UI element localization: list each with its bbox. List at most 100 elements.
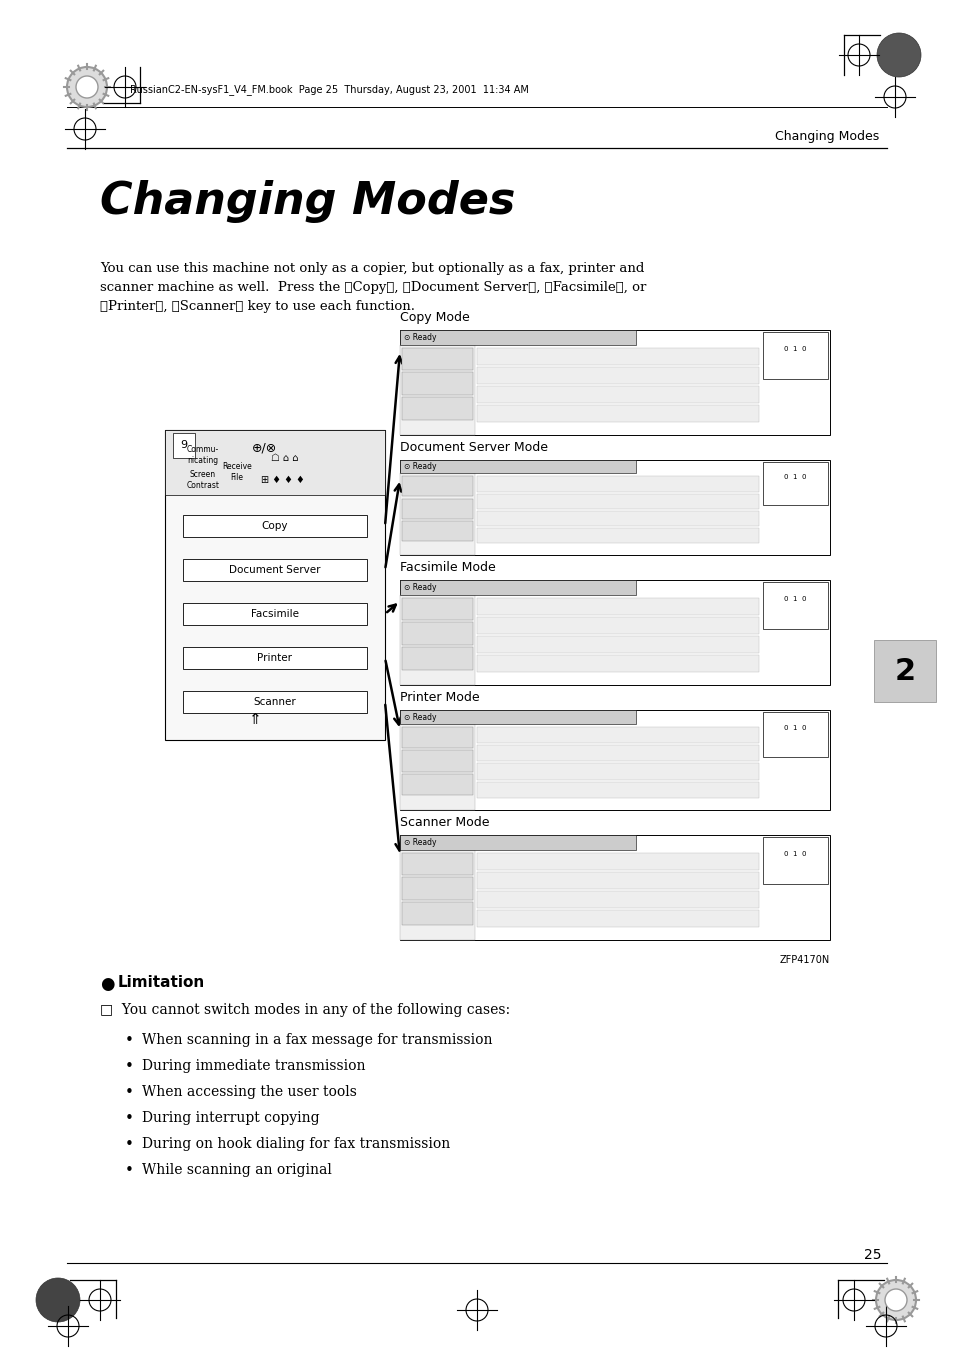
Text: 0  1  0: 0 1 0 <box>783 596 806 601</box>
Bar <box>476 910 759 927</box>
Bar <box>401 623 473 644</box>
Bar <box>401 751 473 772</box>
Text: 0  1  0: 0 1 0 <box>783 851 806 856</box>
Bar <box>476 406 759 422</box>
Text: During interrupt copying: During interrupt copying <box>142 1111 319 1126</box>
Text: •: • <box>125 1033 133 1047</box>
Text: Copy Mode: Copy Mode <box>399 311 469 324</box>
Bar <box>476 655 759 673</box>
Circle shape <box>36 1278 80 1322</box>
Bar <box>399 473 475 555</box>
Bar <box>476 597 759 615</box>
Text: 0  1  0: 0 1 0 <box>783 474 806 480</box>
Bar <box>476 511 759 526</box>
Bar <box>401 647 473 670</box>
Bar <box>762 582 827 630</box>
Bar <box>476 872 759 890</box>
Bar <box>762 462 827 504</box>
Bar <box>399 849 475 940</box>
Text: 0  1  0: 0 1 0 <box>783 345 806 352</box>
Text: □  You cannot switch modes in any of the following cases:: □ You cannot switch modes in any of the … <box>100 1003 510 1016</box>
Text: ⊙ Ready: ⊙ Ready <box>403 462 436 472</box>
Bar <box>183 515 367 537</box>
Text: Facsimile: Facsimile <box>251 609 298 619</box>
Text: ZFP4170N: ZFP4170N <box>779 954 829 965</box>
Text: Limitation: Limitation <box>118 975 205 989</box>
Text: During on hook dialing for fax transmission: During on hook dialing for fax transmiss… <box>142 1136 450 1151</box>
Bar <box>476 493 759 508</box>
Text: ⊙ Ready: ⊙ Ready <box>403 333 436 342</box>
Text: ⊙ Ready: ⊙ Ready <box>403 582 436 592</box>
Text: You can use this machine not only as a copier, but optionally as a fax, printer : You can use this machine not only as a c… <box>100 262 643 275</box>
Text: Commu-
nicating: Commu- nicating <box>187 445 219 465</box>
Text: •: • <box>125 1163 133 1178</box>
Bar <box>476 727 759 743</box>
Text: Screen
Contrast: Screen Contrast <box>186 470 219 489</box>
Text: ⊕/⊗: ⊕/⊗ <box>253 442 277 454</box>
Text: ⊙ Ready: ⊙ Ready <box>403 838 436 847</box>
Text: When accessing the user tools: When accessing the user tools <box>142 1085 356 1099</box>
Circle shape <box>884 1289 906 1312</box>
Bar <box>399 330 829 435</box>
Text: ⊙ Ready: ⊙ Ready <box>403 713 436 721</box>
Text: 9: 9 <box>180 439 188 450</box>
Text: Printer Mode: Printer Mode <box>399 692 479 704</box>
Text: 【Printer】, 【Scanner】 key to use each function.: 【Printer】, 【Scanner】 key to use each fun… <box>100 301 415 313</box>
Bar <box>476 367 759 384</box>
Bar <box>401 398 473 419</box>
Text: ⊞ ♦ ♦ ♦: ⊞ ♦ ♦ ♦ <box>261 474 305 485</box>
Bar <box>762 837 827 884</box>
Text: Facsimile Mode: Facsimile Mode <box>399 561 496 574</box>
Bar <box>476 386 759 403</box>
Text: 2: 2 <box>894 656 915 686</box>
Bar <box>401 520 473 541</box>
Bar <box>183 603 367 625</box>
Text: Document Server: Document Server <box>229 565 320 576</box>
Text: •: • <box>125 1136 133 1153</box>
Bar <box>401 476 473 496</box>
Text: Receive
File: Receive File <box>222 462 252 481</box>
Bar <box>401 878 473 900</box>
Bar <box>399 594 475 685</box>
Bar <box>401 499 473 519</box>
Bar <box>476 348 759 365</box>
Text: ☖ ⌂ ⌂: ☖ ⌂ ⌂ <box>271 453 298 462</box>
Bar <box>476 476 759 492</box>
Bar <box>401 372 473 395</box>
Bar <box>476 745 759 762</box>
Bar <box>399 834 829 940</box>
Bar <box>399 460 636 473</box>
Bar <box>399 330 636 345</box>
Text: ●: ● <box>100 975 114 993</box>
Circle shape <box>67 67 107 106</box>
Bar <box>476 528 759 543</box>
Bar <box>401 597 473 620</box>
Bar <box>165 430 385 495</box>
Bar <box>172 433 194 458</box>
Bar <box>762 332 827 379</box>
Text: scanner machine as well.  Press the 【Copy】, 【Document Server】, 【Facsimile】, or: scanner machine as well. Press the 【Copy… <box>100 280 646 294</box>
Circle shape <box>76 75 98 98</box>
Bar <box>399 834 636 849</box>
Text: When scanning in a fax message for transmission: When scanning in a fax message for trans… <box>142 1033 492 1047</box>
Bar <box>873 640 935 702</box>
Bar <box>762 712 827 758</box>
Text: Scanner Mode: Scanner Mode <box>399 816 489 829</box>
Bar <box>476 763 759 779</box>
Text: Document Server Mode: Document Server Mode <box>399 441 547 454</box>
Text: While scanning an original: While scanning an original <box>142 1163 332 1177</box>
Bar <box>183 647 367 669</box>
Bar <box>401 348 473 371</box>
Text: 0  1  0: 0 1 0 <box>783 725 806 731</box>
Text: RussianC2-EN-sysF1_V4_FM.book  Page 25  Thursday, August 23, 2001  11:34 AM: RussianC2-EN-sysF1_V4_FM.book Page 25 Th… <box>130 84 528 94</box>
Bar <box>399 580 829 685</box>
Bar <box>399 710 829 810</box>
Text: During immediate transmission: During immediate transmission <box>142 1060 365 1073</box>
Text: Changing Modes: Changing Modes <box>774 129 878 143</box>
Bar <box>165 430 385 740</box>
Text: ⇑: ⇑ <box>249 713 261 728</box>
Text: •: • <box>125 1060 133 1074</box>
Bar <box>401 727 473 748</box>
Bar <box>476 617 759 634</box>
Bar <box>476 636 759 654</box>
